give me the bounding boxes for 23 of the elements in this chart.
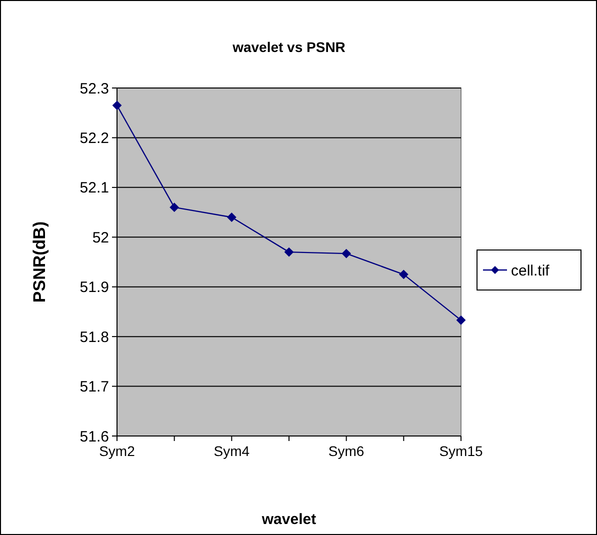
point (342, 249, 351, 258)
x-tick-label: Sym15 (439, 443, 483, 459)
y-tick-label: 52.1 (80, 180, 109, 197)
point (399, 270, 408, 279)
y-axis-title: PSNR(dB) (30, 221, 49, 303)
x-tick-label: Sym6 (328, 443, 364, 459)
y-tick-label: 52 (92, 229, 109, 246)
chart-title: wavelet vs PSNR (232, 39, 346, 55)
y-tick-label: 51.8 (80, 328, 109, 346)
point (456, 316, 466, 325)
y-tick-label: 52.2 (80, 130, 109, 147)
point (170, 202, 179, 212)
y-tick-label: 51.7 (80, 378, 109, 396)
point (284, 248, 294, 257)
legend-label: cell.tif (511, 262, 550, 280)
y-tick-label: 51.9 (80, 279, 109, 296)
y-tick-label: 51.6 (80, 428, 109, 446)
point (112, 100, 122, 110)
x-tick-label: Sym2 (99, 443, 136, 459)
x-tick-label: Sym4 (214, 443, 250, 459)
x-axis-title: wavelet (260, 511, 316, 528)
y-tick-label: 52.3 (80, 80, 109, 98)
point (227, 212, 236, 222)
